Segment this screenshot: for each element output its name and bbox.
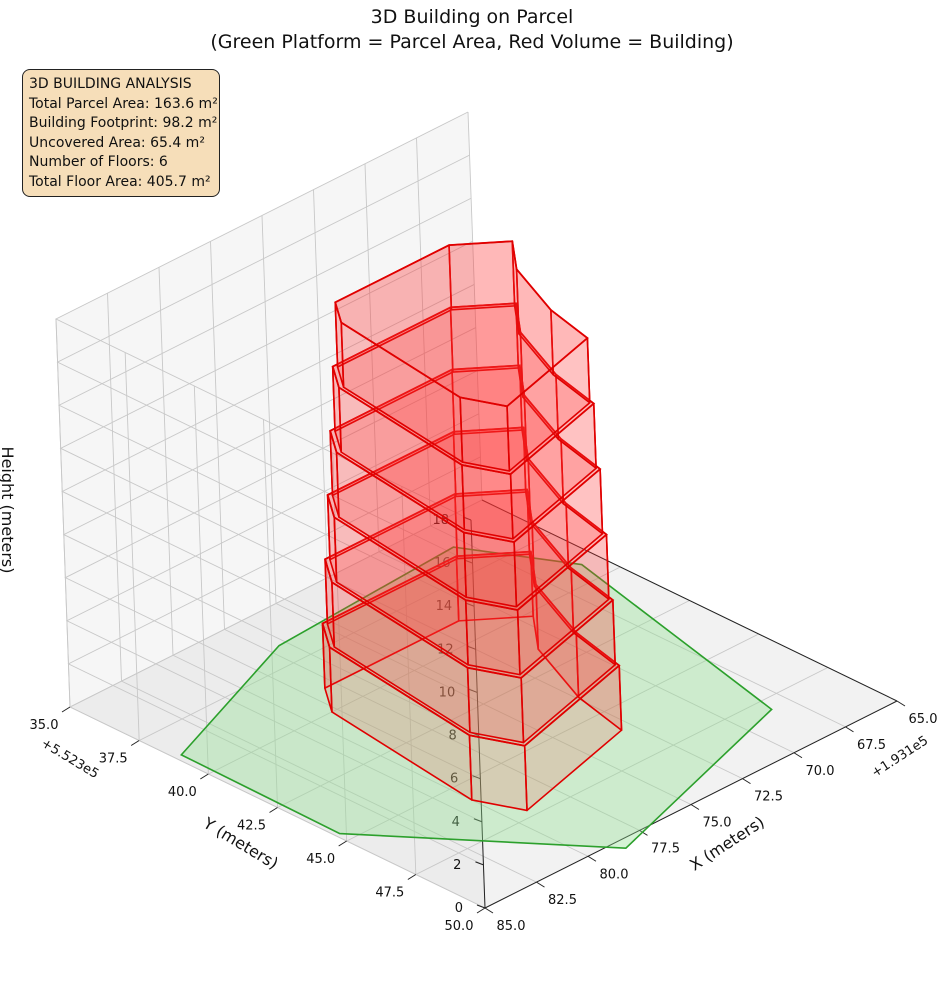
plot-marks: [180, 240, 773, 849]
x-tick: [845, 726, 854, 733]
x-tick: [536, 881, 545, 888]
y-tick: [407, 874, 417, 880]
x-tick-label: 82.5: [548, 893, 577, 908]
x-tick-label: 77.5: [651, 841, 680, 856]
building-wall: [459, 396, 511, 472]
analysis-box: 3D BUILDING ANALYSIS Total Parcel Area: …: [22, 69, 220, 197]
x-tick-label: 70.0: [806, 764, 835, 779]
z-tick-label: 6: [450, 772, 458, 787]
y-tick: [476, 907, 486, 914]
chart-title: 3D Building on Parcel: [370, 6, 574, 28]
z-gridline: [54, 111, 472, 521]
z-axis-line: [470, 519, 486, 909]
x-tick: [690, 804, 700, 810]
analysis-line-floors: Number of Floors: 6: [29, 154, 168, 170]
building-wall: [463, 531, 518, 608]
x-tick-label: 72.5: [754, 790, 783, 805]
z-tick-label: 8: [448, 729, 456, 744]
building-floor-6: [334, 240, 591, 472]
z-tick-label: 10: [439, 685, 456, 700]
x-tick-label: 75.0: [703, 816, 732, 831]
z-gridline: [65, 413, 483, 823]
building-floor-1: [321, 550, 623, 812]
analysis-line-floor-area: Total Floor Area: 405.7 m²: [29, 173, 211, 190]
x-tick: [896, 700, 906, 707]
z-tick: [472, 775, 481, 780]
z-tick: [469, 688, 478, 693]
analysis-heading: 3D BUILDING ANALYSIS: [29, 76, 192, 92]
z-tick: [476, 904, 486, 909]
y-tick: [269, 807, 278, 813]
y-tick-label: 40.0: [168, 785, 197, 800]
y-tick-label: 35.0: [30, 718, 59, 733]
building-wall: [464, 599, 521, 676]
z-tick-label: 4: [452, 815, 460, 830]
chart-subtitle: (Green Platform = Parcel Area, Red Volum…: [210, 31, 734, 53]
building-slab: [321, 550, 621, 747]
z-tick: [475, 861, 484, 866]
z-gridline: [56, 154, 473, 564]
y-tick: [61, 706, 71, 713]
analysis-line-footprint: Building Footprint: 98.2 m²: [29, 115, 218, 131]
z-tick: [465, 602, 475, 607]
z-tick: [473, 818, 483, 823]
y-tick-label: 45.0: [306, 852, 335, 867]
building-wall: [461, 464, 514, 540]
y-tick-label: 47.5: [375, 886, 404, 901]
y-tick-label: 37.5: [99, 752, 128, 767]
z-gridline: [67, 456, 484, 866]
analysis-line-parcel-area: Total Parcel Area: 163.6 m²: [29, 95, 218, 112]
y-tick: [338, 840, 347, 847]
x-tick: [587, 855, 597, 862]
x-tick-label: 65.0: [909, 712, 938, 727]
building-slab: [334, 240, 589, 408]
x-tick: [793, 752, 803, 759]
z-tick: [467, 645, 476, 650]
x-axis-line: [481, 499, 898, 702]
z-tick-label: 14: [436, 599, 453, 614]
y-tick: [130, 740, 140, 746]
y-tick: [200, 773, 209, 780]
tick-labels: 65.0 67.5 70.0 72.5 75.0 77.5 80.0 82.5 85.0 35.0…: [30, 513, 938, 934]
z-tick-label: 2: [453, 858, 461, 873]
y-offset-label: +5.523e5: [38, 736, 101, 782]
z-axis-label: Height (meters): [0, 447, 17, 574]
x-tick-label: 85.0: [497, 919, 526, 934]
z-tick: [464, 559, 473, 564]
x-tick-label: 80.0: [600, 867, 629, 882]
x-tick: [742, 778, 751, 785]
building-wall: [468, 734, 528, 812]
y-tick-label: 50.0: [445, 919, 474, 934]
z-tick-label: 0: [455, 901, 463, 916]
building-wall: [466, 666, 525, 744]
x-tick: [484, 907, 494, 914]
analysis-line-uncovered: Uncovered Area: 65.4 m²: [29, 134, 205, 151]
y-tick-label: 42.5: [237, 819, 266, 834]
x-tick: [639, 829, 648, 836]
x-tick-label: 67.5: [857, 738, 886, 753]
